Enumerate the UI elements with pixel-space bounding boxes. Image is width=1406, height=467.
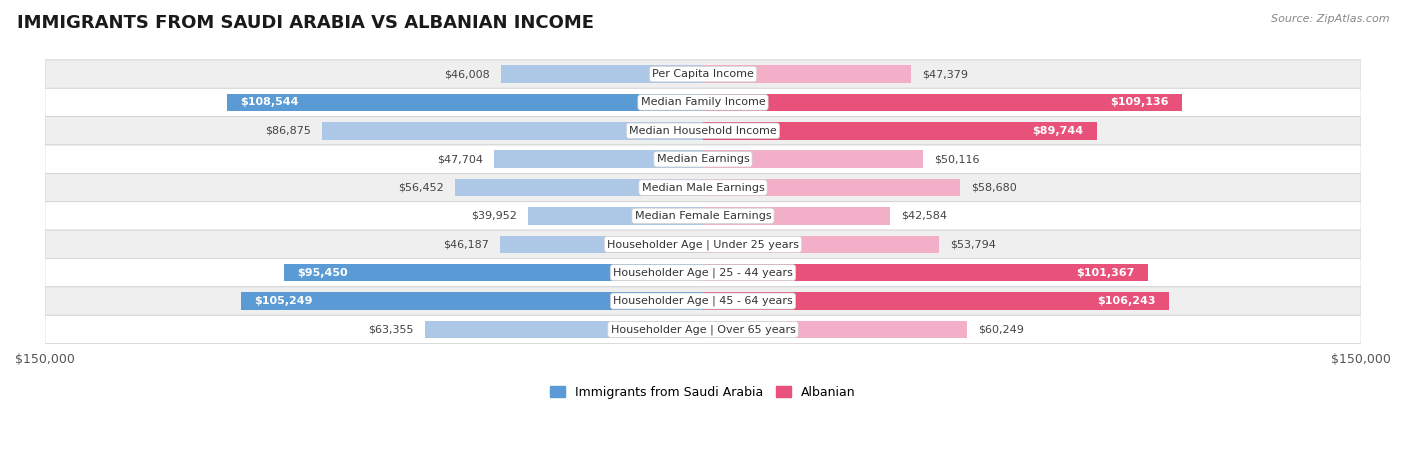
Text: Median Male Earnings: Median Male Earnings: [641, 183, 765, 192]
FancyBboxPatch shape: [45, 315, 1361, 344]
Text: Per Capita Income: Per Capita Income: [652, 69, 754, 79]
Bar: [425, 321, 703, 338]
Text: IMMIGRANTS FROM SAUDI ARABIA VS ALBANIAN INCOME: IMMIGRANTS FROM SAUDI ARABIA VS ALBANIAN…: [17, 14, 593, 32]
Text: $95,450: $95,450: [298, 268, 349, 278]
Text: $46,187: $46,187: [443, 239, 489, 249]
Text: $39,952: $39,952: [471, 211, 517, 221]
FancyBboxPatch shape: [45, 259, 1361, 287]
Bar: [703, 150, 922, 168]
Text: Source: ZipAtlas.com: Source: ZipAtlas.com: [1271, 14, 1389, 24]
Bar: [703, 264, 1147, 282]
Bar: [703, 122, 1097, 140]
Bar: [703, 321, 967, 338]
Bar: [703, 235, 939, 253]
FancyBboxPatch shape: [45, 88, 1361, 117]
Legend: Immigrants from Saudi Arabia, Albanian: Immigrants from Saudi Arabia, Albanian: [546, 381, 860, 404]
Text: $60,249: $60,249: [979, 325, 1024, 334]
FancyBboxPatch shape: [45, 117, 1361, 145]
Text: Householder Age | 45 - 64 years: Householder Age | 45 - 64 years: [613, 296, 793, 306]
Text: $56,452: $56,452: [399, 183, 444, 192]
Text: $86,875: $86,875: [264, 126, 311, 136]
Bar: [703, 292, 1170, 310]
Text: $47,379: $47,379: [922, 69, 967, 79]
Bar: [703, 207, 890, 225]
Bar: [226, 93, 703, 111]
Text: Median Female Earnings: Median Female Earnings: [634, 211, 772, 221]
Bar: [703, 93, 1182, 111]
Text: $50,116: $50,116: [934, 154, 980, 164]
FancyBboxPatch shape: [45, 230, 1361, 259]
Text: $63,355: $63,355: [368, 325, 415, 334]
FancyBboxPatch shape: [45, 202, 1361, 230]
Text: $58,680: $58,680: [972, 183, 1017, 192]
Text: Median Family Income: Median Family Income: [641, 98, 765, 107]
FancyBboxPatch shape: [45, 60, 1361, 88]
Text: $47,704: $47,704: [437, 154, 482, 164]
Bar: [242, 292, 703, 310]
Bar: [456, 179, 703, 196]
FancyBboxPatch shape: [45, 145, 1361, 173]
Bar: [703, 65, 911, 83]
Text: $105,249: $105,249: [254, 296, 314, 306]
Text: $89,744: $89,744: [1032, 126, 1084, 136]
Text: Householder Age | Over 65 years: Householder Age | Over 65 years: [610, 324, 796, 335]
Text: $106,243: $106,243: [1098, 296, 1156, 306]
Text: Householder Age | 25 - 44 years: Householder Age | 25 - 44 years: [613, 268, 793, 278]
Text: Median Household Income: Median Household Income: [628, 126, 778, 136]
Text: $108,544: $108,544: [240, 98, 298, 107]
Text: Median Earnings: Median Earnings: [657, 154, 749, 164]
Bar: [284, 264, 703, 282]
Bar: [501, 65, 703, 83]
Bar: [494, 150, 703, 168]
Text: Householder Age | Under 25 years: Householder Age | Under 25 years: [607, 239, 799, 249]
Text: $42,584: $42,584: [901, 211, 946, 221]
FancyBboxPatch shape: [45, 173, 1361, 202]
Text: $101,367: $101,367: [1076, 268, 1135, 278]
FancyBboxPatch shape: [45, 287, 1361, 315]
Bar: [322, 122, 703, 140]
Text: $53,794: $53,794: [950, 239, 995, 249]
Bar: [527, 207, 703, 225]
Text: $109,136: $109,136: [1111, 98, 1168, 107]
Bar: [501, 235, 703, 253]
Text: $46,008: $46,008: [444, 69, 491, 79]
Bar: [703, 179, 960, 196]
